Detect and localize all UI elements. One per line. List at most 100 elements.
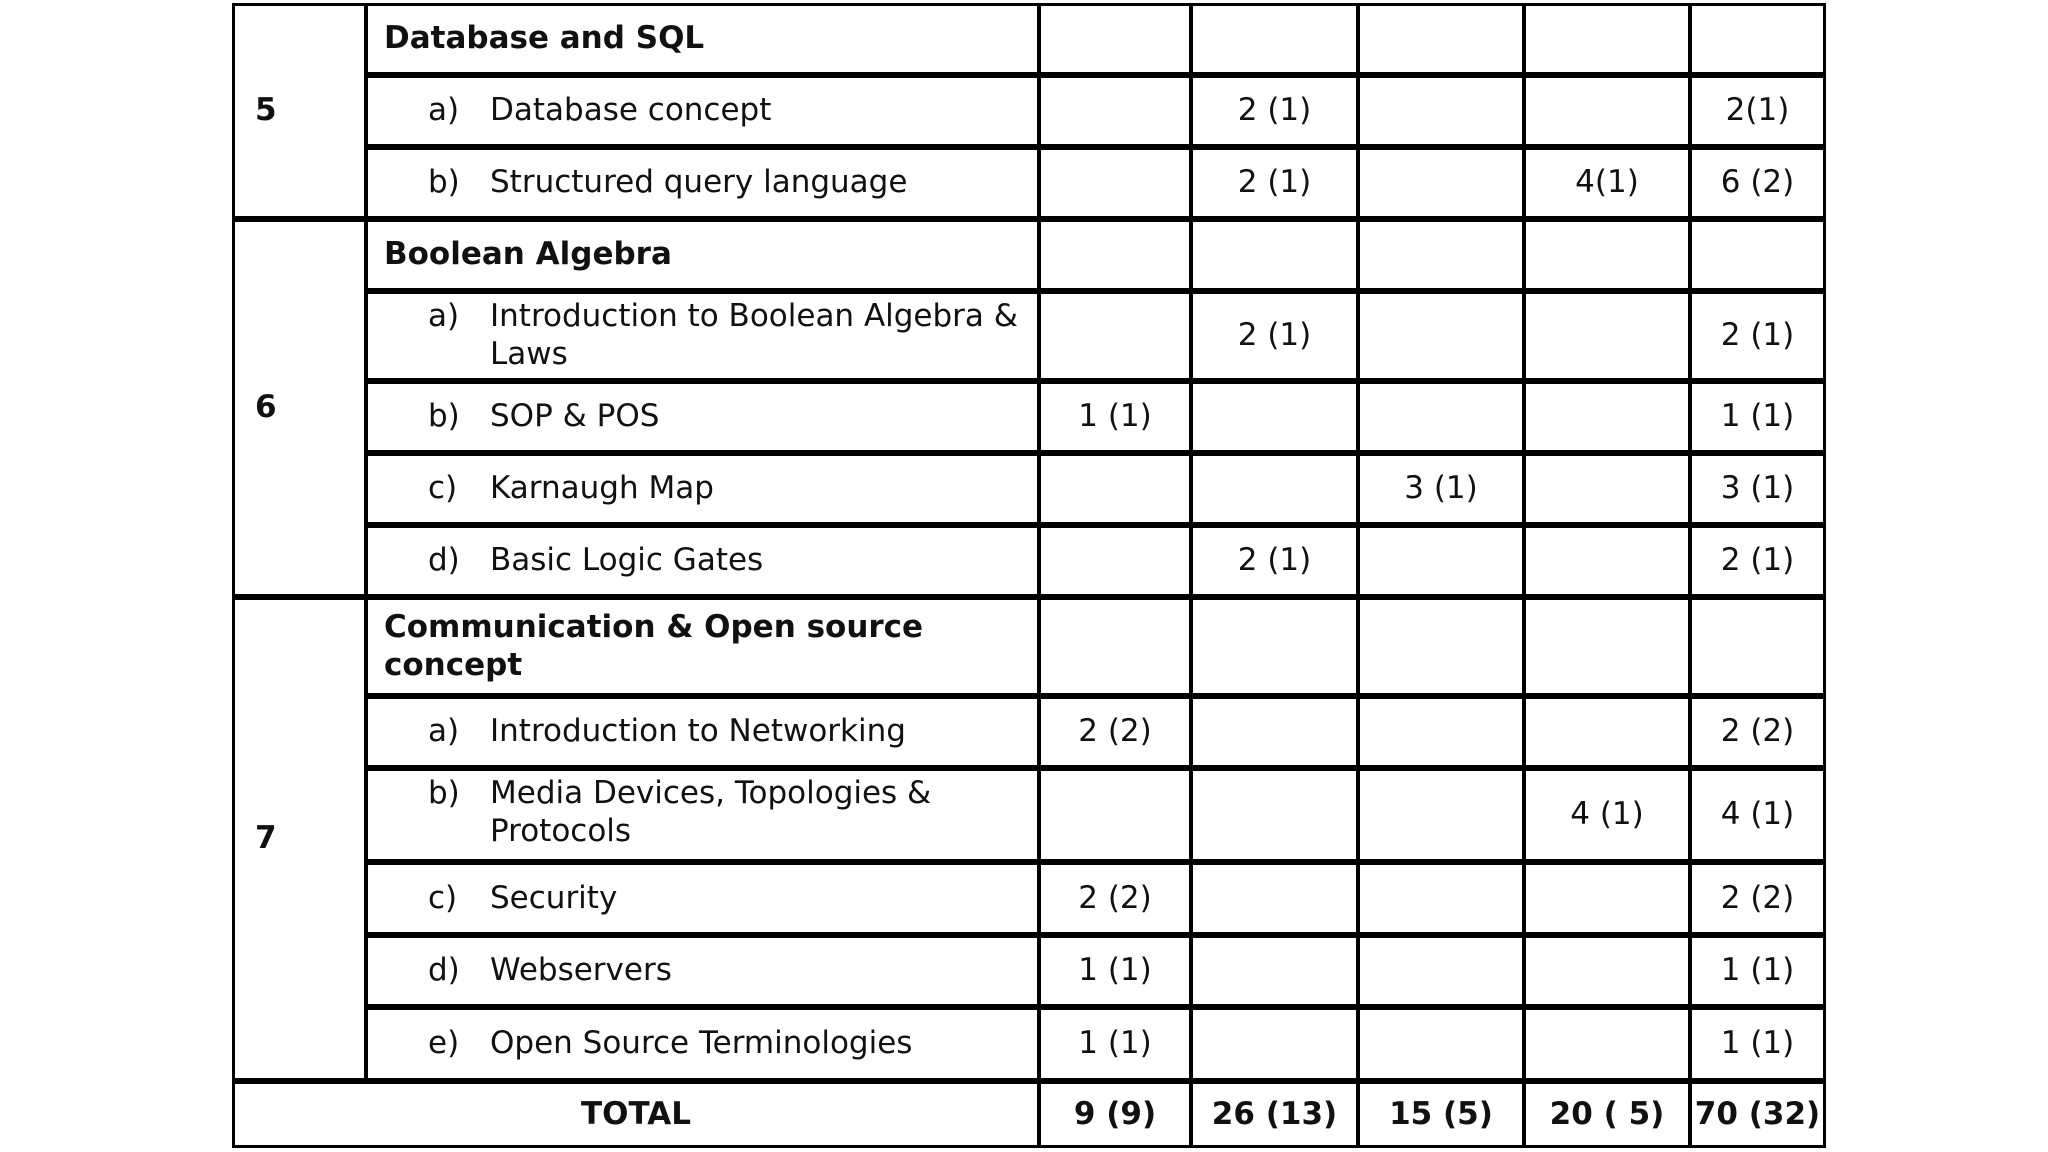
value-cell: 1 (1)	[1038, 1007, 1192, 1081]
empty-cell	[1523, 291, 1691, 381]
empty-cell	[1357, 75, 1525, 147]
empty-cell	[1523, 453, 1691, 525]
empty-cell	[1190, 696, 1359, 768]
value-cell: 3 (1)	[1357, 453, 1525, 525]
empty-cell	[1357, 696, 1525, 768]
item-marker: b)	[428, 398, 460, 435]
value-cell: 3 (1)	[1689, 453, 1826, 525]
empty-cell	[1038, 75, 1192, 147]
empty-cell	[1523, 3, 1691, 75]
topic-cell: c) Karnaugh Map	[365, 453, 1040, 525]
section-number: 5	[232, 3, 367, 219]
value-cell: 2 (1)	[1190, 75, 1359, 147]
section-number: 6	[232, 219, 367, 597]
item-topic: Introduction to Boolean Algebra & Laws	[490, 298, 1018, 372]
empty-cell	[1357, 381, 1525, 453]
empty-cell	[1357, 768, 1525, 862]
item-marker: e)	[428, 1025, 460, 1062]
section-heading: Database and SQL	[365, 3, 1040, 75]
item-marker: d)	[428, 952, 460, 989]
empty-cell	[1357, 862, 1525, 935]
empty-cell	[1523, 525, 1691, 597]
topic-cell: b) SOP & POS	[365, 381, 1040, 453]
empty-cell	[1523, 696, 1691, 768]
empty-cell	[1038, 597, 1192, 696]
empty-cell	[1038, 768, 1192, 862]
value-cell: 2 (1)	[1689, 291, 1826, 381]
empty-cell	[1523, 381, 1691, 453]
item-marker: c)	[428, 879, 458, 916]
item-topic: Open Source Terminologies	[490, 1025, 913, 1062]
item-marker: a)	[428, 713, 460, 750]
item-marker: a)	[428, 92, 460, 129]
empty-cell	[1190, 862, 1359, 935]
topic-cell: a) Introduction to Networking	[365, 696, 1040, 768]
empty-cell	[1190, 219, 1359, 291]
empty-cell	[1357, 597, 1525, 696]
value-cell: 2 (2)	[1689, 862, 1826, 935]
empty-cell	[1357, 935, 1525, 1007]
topic-cell: e) Open Source Terminologies	[365, 1007, 1040, 1081]
section-heading: Boolean Algebra	[365, 219, 1040, 291]
value-cell: 26 (13)	[1190, 1081, 1359, 1148]
value-cell: 1 (1)	[1038, 381, 1192, 453]
item-topic: Security	[490, 879, 618, 916]
value-cell: 2 (1)	[1190, 291, 1359, 381]
value-cell: 70 (32)	[1689, 1081, 1826, 1148]
empty-cell	[1357, 525, 1525, 597]
empty-cell	[1357, 3, 1525, 75]
empty-cell	[1038, 219, 1192, 291]
item-topic: SOP & POS	[490, 398, 660, 435]
value-cell: 4(1)	[1523, 147, 1691, 219]
empty-cell	[1357, 147, 1525, 219]
value-cell: 4 (1)	[1523, 768, 1691, 862]
item-marker: b)	[428, 775, 460, 811]
item-topic: Media Devices, Topologies & Protocols	[490, 775, 932, 849]
topic-cell: d) Basic Logic Gates	[365, 525, 1040, 597]
value-cell: 2(1)	[1689, 75, 1826, 147]
section-heading: Communication & Open source concept	[365, 597, 1040, 696]
empty-cell	[1190, 935, 1359, 1007]
value-cell: 2 (2)	[1689, 696, 1826, 768]
empty-cell	[1190, 453, 1359, 525]
total-label: TOTAL	[232, 1081, 1040, 1148]
empty-cell	[1523, 935, 1691, 1007]
item-marker: c)	[428, 470, 458, 507]
item-topic: Basic Logic Gates	[490, 542, 764, 579]
topic-cell: b) Structured query language	[365, 147, 1040, 219]
topic-cell: d) Webservers	[365, 935, 1040, 1007]
empty-cell	[1357, 219, 1525, 291]
item-topic: Webservers	[490, 952, 672, 989]
empty-cell	[1689, 597, 1826, 696]
empty-cell	[1038, 453, 1192, 525]
empty-cell	[1190, 768, 1359, 862]
value-cell: 6 (2)	[1689, 147, 1826, 219]
value-cell: 1 (1)	[1689, 1007, 1826, 1081]
empty-cell	[1689, 3, 1826, 75]
empty-cell	[1523, 219, 1691, 291]
empty-cell	[1523, 862, 1691, 935]
item-marker: d)	[428, 542, 460, 579]
value-cell: 9 (9)	[1038, 1081, 1192, 1148]
item-marker: a)	[428, 298, 460, 334]
empty-cell	[1190, 381, 1359, 453]
value-cell: 2 (1)	[1689, 525, 1826, 597]
value-cell: 15 (5)	[1357, 1081, 1525, 1148]
topic-cell: a) Database concept	[365, 75, 1040, 147]
value-cell: 2 (2)	[1038, 696, 1192, 768]
empty-cell	[1038, 291, 1192, 381]
value-cell: 2 (1)	[1190, 525, 1359, 597]
empty-cell	[1190, 1007, 1359, 1081]
empty-cell	[1689, 219, 1826, 291]
empty-cell	[1190, 3, 1359, 75]
empty-cell	[1523, 597, 1691, 696]
topic-cell: c) Security	[365, 862, 1040, 935]
value-cell: 1 (1)	[1038, 935, 1192, 1007]
item-topic: Structured query language	[490, 164, 908, 201]
item-topic: Database concept	[490, 92, 772, 129]
empty-cell	[1038, 147, 1192, 219]
value-cell: 4 (1)	[1689, 768, 1826, 862]
empty-cell	[1357, 291, 1525, 381]
empty-cell	[1038, 3, 1192, 75]
